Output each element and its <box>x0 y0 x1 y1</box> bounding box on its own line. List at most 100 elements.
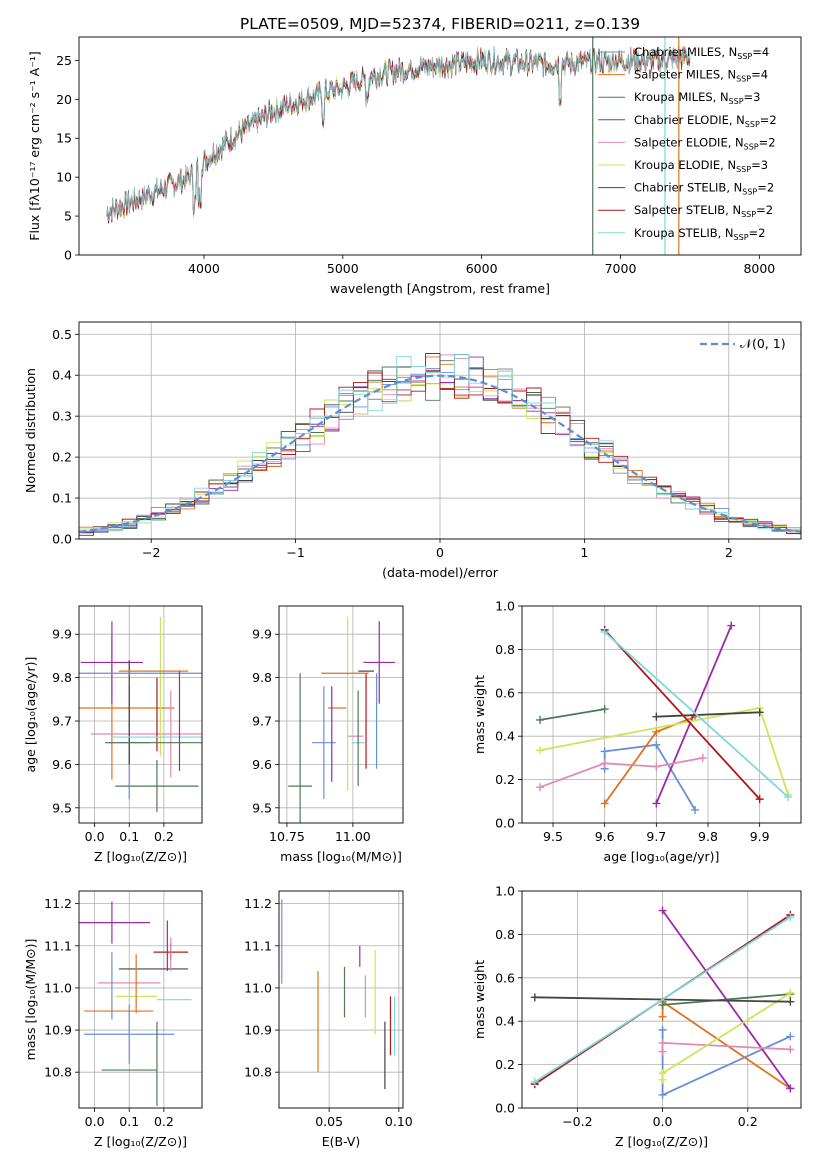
weight-line-7 <box>604 629 761 800</box>
x-tick-label: 10.75 <box>269 829 305 844</box>
legend-name: Chabrier STELIB, N <box>634 181 742 195</box>
x-axis-label: wavelength [Angstrom, rest frame] <box>330 281 550 296</box>
x-tick-label: −2 <box>142 545 160 560</box>
y-tick-label: 0.0 <box>495 816 515 831</box>
weight-marker <box>600 628 609 637</box>
x-tick-label: 0.2 <box>154 829 174 844</box>
y-tick-label: 25 <box>56 53 72 68</box>
weight-marker <box>658 1000 667 1009</box>
panel-age-vs-Z: 0.0 0.1 0.2 9.5 9.6 9.7 9.8 9.9 Z [log₁₀(Z/Z⊙)] a… <box>23 605 203 864</box>
legend-name: Chabrier ELODIE, N <box>634 113 745 127</box>
x-tick-label: 0.0 <box>85 829 105 844</box>
legend-name: Chabrier MILES, N <box>634 45 737 59</box>
weight-marker <box>536 783 545 792</box>
x-tick-label: −1 <box>286 545 304 560</box>
weight-marker <box>530 1077 539 1086</box>
legend-sub: SSP <box>734 233 749 242</box>
legend-tail: =4 <box>751 68 768 82</box>
weight-marker <box>786 913 795 922</box>
panel-residuals: −2 −1 0 1 2 0.0 0.1 0.2 0.3 0.4 0.5 (data-model)/er… <box>23 321 802 580</box>
y-axis-label: age [log₁₀(age/yr)] <box>23 657 38 773</box>
weight-marker <box>652 712 661 721</box>
panel-mass-vs-Z: 0.0 0.1 0.2 10.8 10.9 11.0 11.1 11.2 Z [log₁₀(Z/… <box>23 890 203 1149</box>
panel-spectrum: 4000 5000 6000 7000 8000 0 5 10 15 20 25 wavelength… <box>27 36 802 296</box>
legend-entry: Salpeter MILES, NSSP=4 <box>634 68 768 84</box>
weight-marker <box>536 746 545 755</box>
y-tick-label: 11.0 <box>44 980 72 995</box>
y-tick-label: 10.9 <box>244 1023 272 1038</box>
x-tick-label: 9.9 <box>750 829 770 844</box>
axes-frame <box>78 890 203 1109</box>
weight-marker <box>658 1025 667 1034</box>
x-axis-label: Z [log₁₀(Z/Z⊙)] <box>94 849 187 864</box>
plot-area <box>79 322 801 539</box>
legend-name: Salpeter STELIB, N <box>634 203 741 217</box>
residual-histogram-7 <box>79 369 801 536</box>
weight-marker <box>600 747 609 756</box>
y-tick-label: 9.5 <box>52 800 72 815</box>
weight-marker <box>658 906 667 915</box>
legend-tail: =3 <box>744 90 761 104</box>
weight-marker <box>652 762 661 771</box>
legend-sub: SSP <box>745 120 760 129</box>
legend-entry: Chabrier ELODIE, NSSP=2 <box>634 113 777 129</box>
figure-title: PLATE=0509, MJD=52374, FIBERID=0211, z=0… <box>240 15 640 33</box>
x-tick-label: 0.0 <box>85 1114 105 1129</box>
legend-tail: =2 <box>757 181 774 195</box>
y-tick-label: 0.2 <box>495 1057 515 1072</box>
plot-area <box>79 891 202 1108</box>
legend-sub: SSP <box>729 97 744 106</box>
x-axis-label: E(B-V) <box>322 1134 361 1149</box>
legend-tail: =2 <box>760 113 777 127</box>
x-tick-label: 0.2 <box>154 1114 174 1129</box>
legend-entry: Kroupa MILES, NSSP=3 <box>634 90 760 106</box>
x-tick-label: 5000 <box>327 261 359 276</box>
legend-entry: Salpeter STELIB, NSSP=2 <box>634 203 773 219</box>
legend-name: Kroupa MILES, N <box>634 90 729 104</box>
residual-histogram-6 <box>79 353 801 535</box>
legend-sub: SSP <box>744 142 759 151</box>
panel-mass-vs-EBV: 0.05 0.10 10.8 10.9 11.0 11.1 11.2 E(B-V) <box>244 890 413 1149</box>
weight-marker <box>786 997 795 1006</box>
y-tick-label: 10 <box>56 170 72 185</box>
plot-area <box>279 891 403 1108</box>
legend-tail: =2 <box>749 226 766 240</box>
y-tick-label: 10.8 <box>244 1065 272 1080</box>
panel-age-vs-mass: 10.75 11.00 9.5 9.6 9.7 9.8 9.9 mass [log₁₀(M/M… <box>252 605 404 864</box>
legend-tail: =4 <box>752 45 769 59</box>
y-tick-label: 9.9 <box>52 627 72 642</box>
axes-frame <box>78 36 802 256</box>
legend-entry: Chabrier MILES, NSSP=4 <box>634 45 769 61</box>
y-tick-label: 0 <box>64 248 72 263</box>
weight-marker <box>786 1045 795 1054</box>
x-tick-label: 9.6 <box>595 829 615 844</box>
x-axis-label: Z [log₁₀(Z/Z⊙)] <box>94 1134 187 1149</box>
x-tick-label: 9.5 <box>543 829 563 844</box>
y-tick-label: 0.1 <box>52 491 72 506</box>
axes-frame <box>278 890 404 1109</box>
weight-marker <box>786 988 795 997</box>
panel-weight-vs-age: 9.5 9.6 9.7 9.8 9.9 0.0 0.2 0.4 0.6 0.8 1.0 age [lo… <box>472 599 802 864</box>
y-tick-label: 9.9 <box>252 627 272 642</box>
weight-marker <box>786 1084 795 1093</box>
legend-entry: Kroupa ELODIE, NSSP=3 <box>634 158 768 174</box>
weight-marker <box>658 1090 667 1099</box>
x-tick-label: −0.2 <box>562 1114 592 1129</box>
x-tick-label: 6000 <box>466 261 498 276</box>
x-tick-label: 0.10 <box>385 1114 413 1129</box>
legend-entry: Chabrier STELIB, NSSP=2 <box>634 181 774 197</box>
y-tick-label: 5 <box>64 209 72 224</box>
x-tick-label: 8000 <box>743 261 775 276</box>
weight-line-8 <box>534 916 791 1083</box>
weight-marker <box>691 805 700 814</box>
y-axis-label: mass [log₁₀(M/M⊙)] <box>23 939 38 1061</box>
legend-sub: SSP <box>742 188 757 197</box>
weight-marker <box>652 727 661 736</box>
legend-name: Salpeter ELODIE, N <box>634 135 744 149</box>
y-tick-label: 0.0 <box>495 1101 515 1116</box>
y-tick-label: 9.6 <box>52 757 72 772</box>
x-tick-label: 9.8 <box>698 829 718 844</box>
weight-marker <box>658 1038 667 1047</box>
axes-frame <box>78 605 203 824</box>
x-tick-label: 11.00 <box>335 829 371 844</box>
